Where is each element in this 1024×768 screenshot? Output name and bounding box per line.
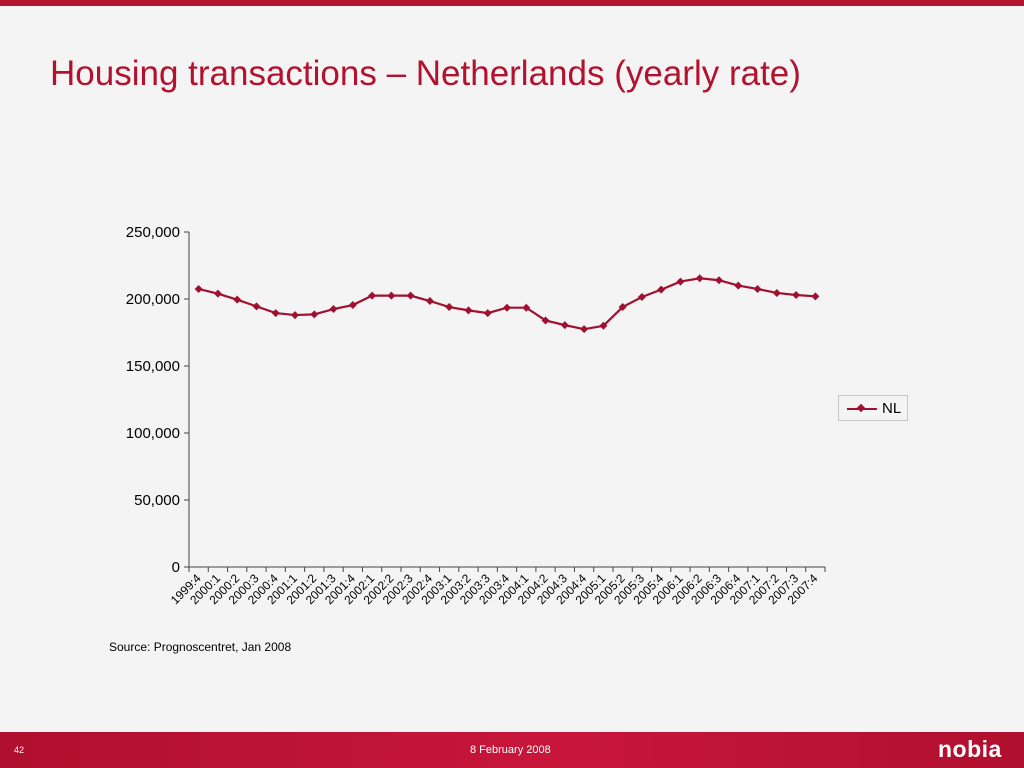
y-tick-label: 50,000 — [134, 492, 180, 509]
data-point — [695, 274, 704, 283]
data-point — [772, 288, 781, 297]
data-point — [329, 305, 338, 314]
data-point — [233, 295, 242, 304]
data-point — [387, 291, 396, 300]
data-point — [368, 291, 377, 300]
y-tick-label: 200,000 — [126, 291, 180, 308]
data-point — [792, 290, 801, 299]
y-tick-label: 100,000 — [126, 425, 180, 442]
data-point — [252, 302, 261, 311]
data-point — [618, 303, 627, 312]
legend-label-nl: NL — [882, 400, 902, 417]
data-point — [676, 277, 685, 286]
footer-bar: 42 8 February 2008 nobia — [0, 732, 1024, 768]
data-point — [271, 309, 280, 318]
slide-number: 42 — [14, 745, 25, 755]
data-point — [811, 292, 820, 301]
data-point — [445, 303, 454, 312]
slide-title: Housing transactions – Netherlands (year… — [50, 54, 801, 93]
series-line-nl — [198, 277, 816, 331]
data-point — [580, 325, 589, 334]
data-point — [348, 301, 357, 310]
data-point — [599, 321, 608, 330]
data-point — [464, 306, 473, 315]
data-point — [425, 297, 434, 306]
data-point — [194, 284, 203, 293]
nobia-logo: nobia — [938, 736, 1002, 762]
data-point — [560, 321, 569, 330]
data-point — [753, 284, 762, 293]
data-point — [657, 285, 666, 294]
source-note: Source: Prognoscentret, Jan 2008 — [109, 640, 292, 654]
y-tick-label: 0 — [172, 559, 180, 576]
data-point — [734, 281, 743, 290]
data-point — [503, 303, 511, 312]
data-point — [522, 303, 531, 312]
footer-date: 8 February 2008 — [470, 744, 551, 756]
data-point — [483, 309, 492, 318]
y-tick-label: 250,000 — [126, 224, 180, 241]
y-tick-label: 150,000 — [126, 358, 180, 375]
data-point — [291, 311, 299, 320]
data-point — [715, 276, 723, 285]
line-chart: 050,000100,000150,000200,000250,0001999:… — [126, 224, 826, 607]
data-point — [406, 291, 415, 300]
chart-legend: NL — [838, 395, 908, 421]
legend-marker — [856, 403, 866, 413]
data-point — [310, 310, 319, 319]
data-point — [541, 316, 550, 325]
top-accent-bar — [0, 0, 1024, 6]
data-point — [637, 292, 646, 301]
data-point — [213, 289, 222, 298]
